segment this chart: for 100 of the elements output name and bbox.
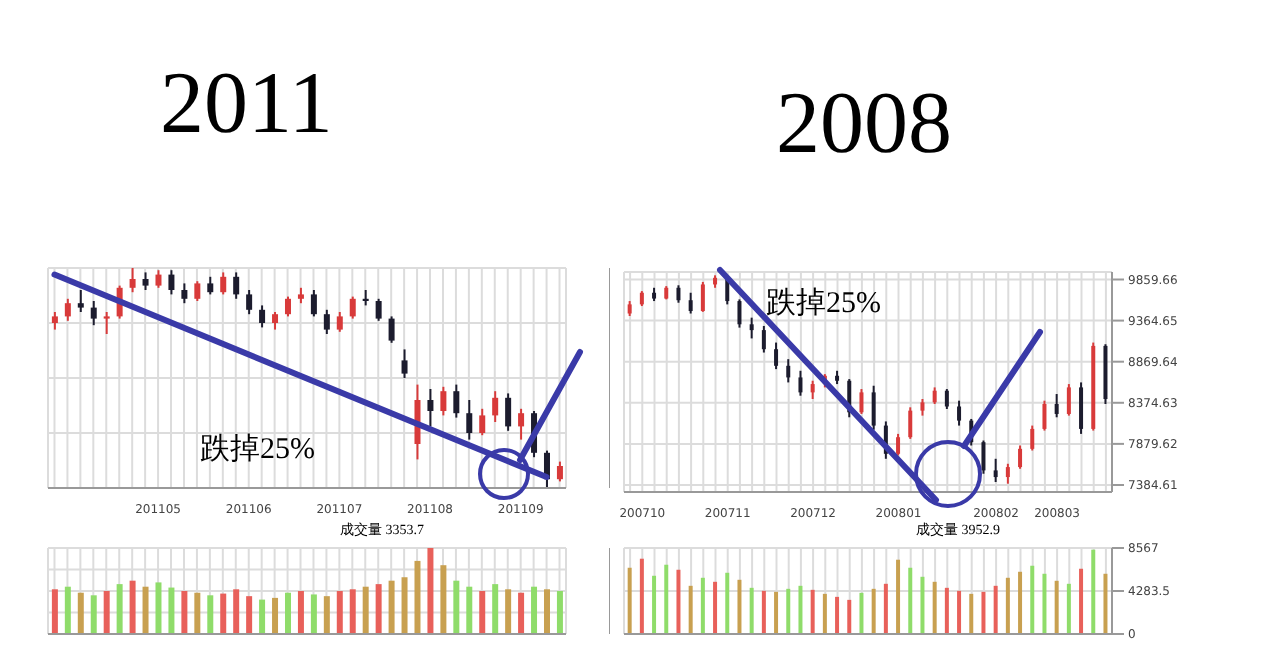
bar: [786, 588, 791, 634]
bar: [700, 577, 705, 634]
candlestick: [774, 341, 779, 371]
chart-title: 2011: [160, 54, 333, 152]
bar: [51, 589, 58, 634]
bar: [453, 580, 460, 634]
bar: [440, 565, 447, 634]
bar: [1030, 565, 1035, 634]
candlestick: [220, 271, 227, 296]
bar: [1054, 580, 1059, 634]
candlestick: [388, 315, 395, 344]
candlestick: [981, 439, 986, 475]
annotation: 跌掉25%: [766, 285, 881, 322]
bar: [822, 593, 827, 634]
bar: [401, 577, 408, 634]
bar: [1042, 573, 1047, 634]
candlestick: [64, 297, 71, 322]
candlestick: [259, 304, 266, 329]
candlestick: [871, 384, 876, 431]
bar: [883, 583, 888, 634]
candlestick: [103, 311, 110, 335]
candlestick: [993, 457, 998, 484]
bar: [168, 587, 175, 634]
candlestick: [1018, 444, 1023, 470]
bar: [142, 586, 149, 634]
candlestick: [749, 316, 754, 340]
candlestick: [401, 348, 408, 379]
candlestick: [1079, 381, 1084, 435]
bar: [652, 575, 657, 634]
bar: [944, 587, 949, 634]
bar: [676, 569, 681, 634]
candlestick: [246, 289, 253, 316]
bar: [233, 589, 240, 634]
candlestick: [1054, 393, 1059, 419]
bar: [194, 592, 201, 634]
candlestick: [1042, 399, 1047, 432]
candlestick: [129, 268, 136, 294]
candlestick: [737, 298, 742, 329]
bar: [77, 592, 84, 634]
bar: [310, 594, 317, 634]
bar: [920, 576, 925, 634]
bar: [835, 596, 840, 634]
bar: [556, 591, 563, 634]
candlestick: [944, 388, 949, 410]
candlestick: [440, 385, 447, 417]
bar: [375, 584, 382, 634]
bar: [543, 589, 550, 634]
bar: [725, 572, 730, 634]
bar: [505, 589, 512, 634]
candlestick: [375, 297, 382, 322]
candlestick: [349, 295, 356, 320]
bar: [323, 596, 330, 634]
bar: [284, 592, 291, 634]
candlestick: [1030, 424, 1035, 452]
bar: [479, 591, 486, 634]
candlestick: [284, 295, 291, 318]
candlestick: [336, 311, 343, 333]
bar: [492, 584, 499, 634]
bar: [129, 580, 136, 634]
bar: [871, 588, 876, 634]
candlestick: [700, 280, 705, 313]
candlestick: [761, 324, 766, 354]
bar: [103, 591, 110, 634]
candlestick: [688, 291, 693, 315]
candlestick: [786, 358, 791, 384]
bar: [388, 580, 395, 634]
candlestick: [492, 390, 499, 423]
candlestick: [181, 282, 188, 305]
candlestick: [427, 388, 434, 428]
bar: [1103, 573, 1108, 634]
bar: [908, 567, 913, 634]
candlestick: [908, 406, 913, 440]
candlestick: [323, 308, 330, 335]
bar: [220, 593, 227, 634]
candlestick: [168, 269, 175, 296]
bar: [259, 599, 266, 634]
bar: [859, 592, 864, 634]
bar: [1079, 568, 1084, 634]
bar: [207, 595, 214, 634]
candlestick: [194, 280, 201, 302]
bar: [64, 586, 71, 634]
bar: [896, 559, 901, 634]
candlestick: [957, 399, 962, 427]
bar: [688, 585, 693, 634]
candlestick: [90, 300, 97, 327]
bar: [1018, 571, 1023, 634]
bar: [272, 597, 279, 634]
bar: [116, 584, 123, 634]
candlestick: [896, 432, 901, 457]
candlestick: [810, 379, 815, 401]
candlestick: [1005, 462, 1010, 485]
bar: [414, 560, 421, 634]
candlestick: [77, 289, 84, 313]
bar: [847, 599, 852, 634]
bar: [155, 582, 162, 634]
candlestick: [859, 388, 864, 415]
candlestick: [233, 271, 240, 300]
bar: [664, 564, 669, 634]
candlestick: [556, 460, 563, 483]
bar: [531, 586, 538, 634]
